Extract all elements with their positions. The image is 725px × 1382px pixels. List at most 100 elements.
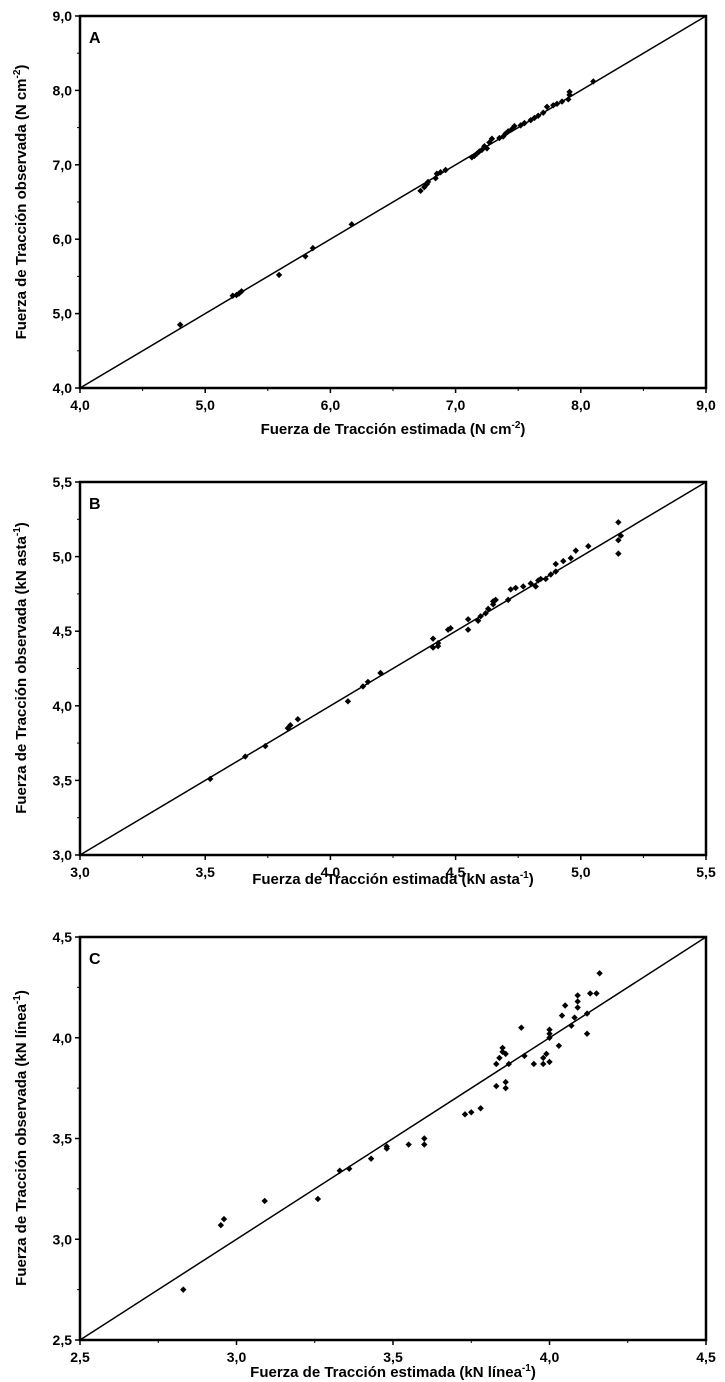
y-tick-label: 3,5 xyxy=(53,1131,73,1147)
y-tick-label: 3,5 xyxy=(53,772,73,788)
panel-label: C xyxy=(89,951,101,968)
data-point xyxy=(367,1155,375,1162)
x-tick-label: 5,5 xyxy=(696,864,716,880)
x-tick-label: 3,5 xyxy=(383,1349,403,1365)
data-point xyxy=(238,288,245,295)
data-point xyxy=(543,1050,550,1058)
x-tick-label: 8,0 xyxy=(571,397,591,413)
x-tick-label: 3,0 xyxy=(227,1349,247,1365)
x-tick-label: 3,5 xyxy=(195,864,215,880)
data-point xyxy=(275,271,283,279)
axis-ticks: 2,5 3,0 3,5 4,0 4,5 2,5 3,0 3,5 4,0 4,5 xyxy=(53,929,716,1365)
reference-line xyxy=(79,15,707,389)
data-point xyxy=(302,253,309,260)
data-point xyxy=(432,174,439,182)
x-tick-label: 4,0 xyxy=(70,397,90,413)
x-axis-label: Fuerza de Tracción estimada (N cm-2) xyxy=(261,420,526,438)
data-point xyxy=(504,128,512,135)
y-tick-label: 4,5 xyxy=(53,623,73,639)
data-point xyxy=(488,135,496,142)
data-point xyxy=(615,550,622,557)
data-point xyxy=(546,1058,553,1066)
data-point xyxy=(517,122,524,129)
panel-b: 3,0 3,5 4,0 4,5 5,0 5,5 3,0 3,5 4,0 4,5 5,0 5,5 B F… xyxy=(12,474,716,888)
x-tick-label: 6,0 xyxy=(321,397,341,413)
data-point xyxy=(546,1026,553,1033)
data-point xyxy=(617,532,625,539)
y-tick-label: 4,5 xyxy=(53,929,73,945)
data-point xyxy=(511,122,518,130)
data-point xyxy=(585,542,592,550)
y-tick-label: 4,0 xyxy=(53,1030,73,1046)
data-point xyxy=(336,1167,343,1174)
data-point xyxy=(217,1221,225,1229)
x-tick-label: 4,0 xyxy=(540,1349,560,1365)
data-point xyxy=(502,1084,509,1092)
data-point xyxy=(442,166,449,174)
data-point xyxy=(424,178,432,186)
data-point xyxy=(486,139,493,146)
data-point xyxy=(596,970,603,977)
y-tick-label: 4,0 xyxy=(53,380,73,396)
data-point xyxy=(309,244,317,252)
y-axis-label: Fuerza de Tracción observada (kN asta-1) xyxy=(12,522,30,814)
data-point xyxy=(550,102,557,109)
y-axis-label: Fuerza de Tracción observada (kN línea-1… xyxy=(12,990,30,1286)
y-tick-label: 3,0 xyxy=(53,1231,73,1247)
data-point xyxy=(176,321,184,328)
data-point xyxy=(540,109,547,116)
data-point xyxy=(294,716,302,723)
y-tick-label: 6,0 xyxy=(53,231,73,247)
y-tick-label: 9,0 xyxy=(53,8,73,24)
data-point xyxy=(348,221,355,228)
data-point xyxy=(499,1048,506,1056)
x-axis-label: Fuerza de Tracción estimada (kN asta-1) xyxy=(252,870,534,888)
reference-line xyxy=(79,481,707,856)
x-tick-label: 5,0 xyxy=(571,864,591,880)
data-point xyxy=(483,145,491,152)
data-point xyxy=(421,1135,428,1142)
y-tick-label: 8,0 xyxy=(53,82,73,98)
data-point xyxy=(437,169,444,176)
data-point xyxy=(345,1165,353,1172)
data-point xyxy=(552,568,559,575)
data-point xyxy=(593,990,600,997)
y-tick-label: 7,0 xyxy=(53,157,73,173)
data-point xyxy=(561,1002,569,1009)
data-point xyxy=(477,1105,484,1112)
panel-label: B xyxy=(89,496,101,513)
data-point xyxy=(220,1215,228,1223)
panel-c: 2,5 3,0 3,5 4,0 4,5 2,5 3,0 3,5 4,0 4,5 C Fuerza … xyxy=(12,929,716,1381)
data-point xyxy=(464,626,472,633)
x-tick-label: 9,0 xyxy=(696,397,716,413)
data-point xyxy=(417,187,424,195)
x-axis-label: Fuerza de Tracción estimada (kN línea-1) xyxy=(250,1363,536,1381)
data-point xyxy=(496,1054,503,1062)
data-point xyxy=(233,291,240,299)
data-point xyxy=(493,1082,500,1090)
y-tick-label: 5,5 xyxy=(53,474,73,490)
data-point xyxy=(502,1050,509,1058)
x-tick-label: 4,0 xyxy=(321,864,341,880)
data-points xyxy=(176,78,597,328)
y-tick-label: 3,0 xyxy=(53,847,73,863)
data-point xyxy=(546,1034,553,1041)
y-tick-label: 5,0 xyxy=(53,306,73,322)
panel-a: 4,0 5,0 6,0 7,0 8,0 9,0 4,0 5,0 6,0 7,0 8,0 9,0 A F… xyxy=(12,8,716,438)
data-point xyxy=(558,98,566,105)
data-point xyxy=(615,536,622,544)
data-point xyxy=(512,584,519,592)
x-tick-label: 2,5 xyxy=(70,1349,90,1365)
x-tick-label: 5,0 xyxy=(195,397,215,413)
data-point xyxy=(180,1286,187,1293)
y-tick-label: 2,5 xyxy=(53,1332,73,1348)
y-tick-label: 4,0 xyxy=(53,698,73,714)
data-point xyxy=(546,1030,553,1037)
panel-label: A xyxy=(89,30,101,47)
x-tick-label: 4,5 xyxy=(446,864,466,880)
data-point xyxy=(502,130,509,137)
y-axis-label: Fuerza de Tracción observada (N cm-2) xyxy=(12,65,30,340)
y-tick-label: 5,0 xyxy=(53,549,73,565)
reference-line xyxy=(79,936,707,1341)
